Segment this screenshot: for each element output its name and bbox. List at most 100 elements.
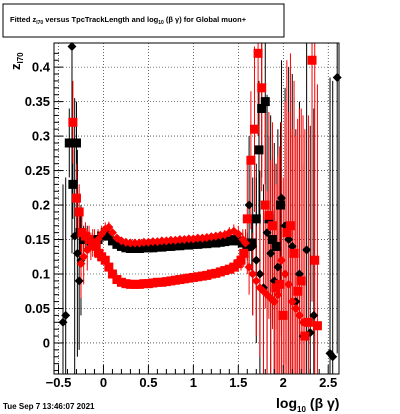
diamond-marker xyxy=(287,297,297,307)
diamond-marker xyxy=(294,310,304,320)
diamond-marker xyxy=(233,229,243,239)
square-marker xyxy=(74,207,84,217)
square-marker xyxy=(236,255,246,265)
square-marker xyxy=(312,321,322,331)
diamond-marker xyxy=(74,276,84,286)
diamond-marker xyxy=(72,248,82,258)
y-tick-label: 0.2 xyxy=(32,198,50,213)
square-marker xyxy=(242,214,252,224)
square-marker xyxy=(91,241,101,251)
square-marker xyxy=(260,200,270,210)
diamond-marker xyxy=(273,290,283,300)
diamond-marker xyxy=(298,317,308,327)
square-marker xyxy=(71,193,81,203)
diamond-marker xyxy=(248,241,258,251)
y-tick-label: 0.1 xyxy=(32,267,50,282)
square-marker xyxy=(264,210,274,220)
diamond-marker xyxy=(276,193,286,203)
y-axis-title: zI70 xyxy=(8,52,25,70)
y-tick-label: 0.25 xyxy=(25,163,50,178)
x-tick-label: 0.5 xyxy=(139,375,157,390)
y-tick-label: 0.05 xyxy=(25,301,50,316)
square-marker xyxy=(249,124,259,134)
y-tick-label: 0.3 xyxy=(32,129,50,144)
axes: −0.5 0 0.5 1 1.5 2 2.5 0 0.05 0.1 0.15 0.2 0.25 0.3 0.… xyxy=(25,42,340,390)
square-marker xyxy=(253,48,263,58)
diamond-marker xyxy=(240,238,250,248)
x-tick-label: −0.5 xyxy=(46,375,72,390)
square-marker xyxy=(64,138,74,148)
square-marker xyxy=(300,331,310,341)
square-marker xyxy=(275,279,285,289)
y-tick-label: 0.15 xyxy=(25,232,50,247)
diamond-marker xyxy=(248,269,258,279)
square-marker xyxy=(282,228,292,238)
diamond-marker xyxy=(309,310,319,320)
diamond-marker xyxy=(284,235,294,245)
diamond-marker xyxy=(58,317,68,327)
square-marker xyxy=(68,179,78,189)
y-tick-label: 0.4 xyxy=(32,60,51,75)
x-tick-label: 1.5 xyxy=(229,375,247,390)
square-marker xyxy=(239,248,249,258)
square-marker xyxy=(285,221,295,231)
diamond-marker xyxy=(291,303,301,313)
diamond-marker xyxy=(255,269,265,279)
diamond-marker xyxy=(251,276,261,286)
plot-frame xyxy=(53,42,340,375)
diamond-marker xyxy=(273,262,283,272)
x-axis-title: log10 (β γ) xyxy=(276,395,339,414)
diamond-marker xyxy=(302,245,312,255)
y-tick-label: 0.35 xyxy=(25,94,50,109)
diamond-marker xyxy=(107,228,117,238)
x-tick-label: 0 xyxy=(100,375,107,390)
square-marker xyxy=(267,235,277,245)
square-marker xyxy=(289,248,299,258)
diamond-marker xyxy=(93,235,103,245)
square-marker xyxy=(104,262,114,272)
square-marker xyxy=(100,255,110,265)
square-marker xyxy=(71,138,81,148)
diamond-marker xyxy=(104,222,114,232)
diamond-marker xyxy=(251,255,261,265)
square-marker xyxy=(293,286,303,296)
square-marker xyxy=(257,104,267,114)
square-marker xyxy=(267,221,277,231)
diamond-marker xyxy=(276,255,286,265)
title-box: Fitted zI70 versus TpcTrackLength and lo… xyxy=(2,3,285,38)
square-marker xyxy=(276,200,286,210)
diamond-marker xyxy=(294,269,304,279)
diamond-marker xyxy=(280,269,290,279)
square-marker xyxy=(296,276,306,286)
square-marker xyxy=(107,269,117,279)
diamond-marker xyxy=(61,310,71,320)
diamond-marker xyxy=(244,262,254,272)
square-marker xyxy=(271,241,281,251)
x-tick-label: 2 xyxy=(280,375,287,390)
title-frame xyxy=(2,3,285,38)
square-marker xyxy=(303,317,313,327)
square-marker xyxy=(257,83,267,93)
square-marker xyxy=(104,231,114,241)
square-marker xyxy=(307,55,317,65)
diamond-marker xyxy=(76,259,86,269)
diamond-marker xyxy=(287,241,297,251)
diamond-marker xyxy=(67,41,77,51)
x-tick-label: 1 xyxy=(190,375,197,390)
diamond-marker xyxy=(269,297,279,307)
square-marker xyxy=(254,145,264,155)
diamond-marker xyxy=(244,200,254,210)
square-marker xyxy=(68,117,78,127)
square-marker xyxy=(246,155,256,165)
footer-timestamp: Tue Sep 7 13:46:07 2021 xyxy=(3,402,95,411)
square-marker xyxy=(260,97,270,107)
diamond-marker xyxy=(79,252,89,262)
diamond-marker xyxy=(284,279,294,289)
square-marker xyxy=(310,255,320,265)
square-marker xyxy=(251,214,261,224)
diamond-marker xyxy=(266,248,276,258)
diamond-marker xyxy=(328,352,338,362)
x-tick-label: 2.5 xyxy=(319,375,337,390)
